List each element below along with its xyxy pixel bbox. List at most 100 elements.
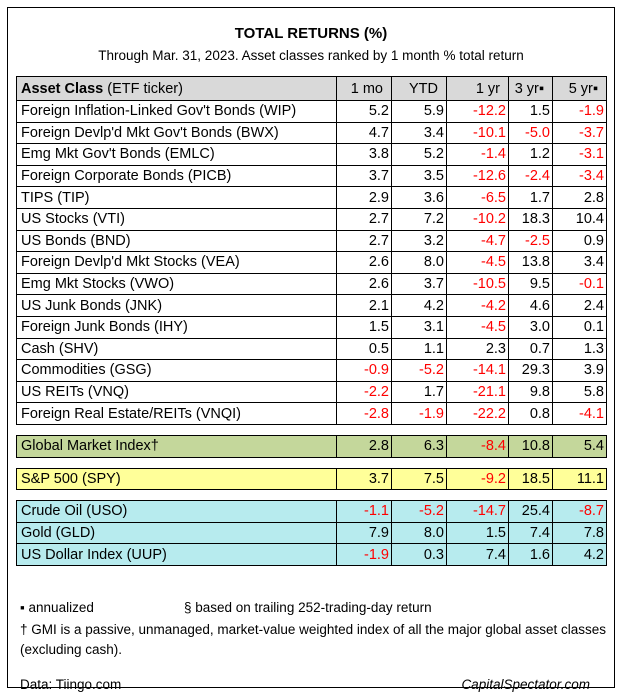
value-cell-ytd: 3.1 xyxy=(391,315,447,339)
value-cell-ytd: 5.2 xyxy=(391,143,447,166)
value-cell-1yr: -1.4 xyxy=(446,143,509,166)
value-cell-ytd: 7.5 xyxy=(391,467,447,491)
value-cell-1yr: -12.2 xyxy=(446,100,509,123)
value-cell-1mo: 0.5 xyxy=(336,337,392,361)
value-cell-ytd: 8.0 xyxy=(391,251,447,274)
header-3yr: 3 yr▪ xyxy=(508,76,553,101)
value-cell-1yr: -8.4 xyxy=(446,434,509,458)
value-cell-3yr: 1.7 xyxy=(508,186,553,209)
value-cell-1yr: 2.3 xyxy=(446,337,509,361)
table-row: TIPS (TIP) 2.9 3.6 -6.5 1.7 2.8 xyxy=(16,186,607,209)
table-row: Cash (SHV) 0.5 1.1 2.3 0.7 1.3 xyxy=(16,337,607,361)
group-separator-cell xyxy=(16,456,607,469)
asset-name-cell: Cash (SHV) xyxy=(16,337,337,361)
value-cell-1yr: -14.1 xyxy=(446,359,509,382)
value-cell-1mo: 2.8 xyxy=(336,434,392,458)
value-cell-1mo: 2.7 xyxy=(336,229,392,253)
table-row: Emg Mkt Stocks (VWO) 2.6 3.7 -10.5 9.5 -0.1 xyxy=(16,272,607,296)
value-cell-3yr: 10.8 xyxy=(508,434,553,458)
value-cell-1mo: 2.6 xyxy=(336,251,392,274)
value-cell-5yr: -8.7 xyxy=(552,500,607,523)
value-cell-5yr: -3.1 xyxy=(552,143,607,166)
asset-name-cell: Crude Oil (USO) xyxy=(16,500,337,523)
value-cell-1mo: 4.7 xyxy=(336,121,392,145)
value-cell-ytd: 1.1 xyxy=(391,337,447,361)
value-cell-1yr: -4.2 xyxy=(446,294,509,317)
group-separator-cell xyxy=(16,489,607,502)
asset-name-cell: Foreign Devlp'd Mkt Stocks (VEA) xyxy=(16,251,337,274)
asset-name-cell: Foreign Junk Bonds (IHY) xyxy=(16,315,337,339)
value-cell-5yr: -0.1 xyxy=(552,272,607,296)
value-cell-5yr: 3.9 xyxy=(552,359,607,382)
value-cell-3yr: -5.0 xyxy=(508,121,553,145)
group-separator xyxy=(16,456,607,469)
table-row: Foreign Junk Bonds (IHY) 1.5 3.1 -4.5 3.0 0.1 xyxy=(16,315,607,339)
value-cell-5yr: 4.2 xyxy=(552,543,607,566)
asset-name-cell: Foreign Devlp'd Mkt Gov't Bonds (BWX) xyxy=(16,121,337,145)
asset-name-cell: Foreign Corporate Bonds (PICB) xyxy=(16,164,337,188)
value-cell-3yr: 18.5 xyxy=(508,467,553,491)
asset-name-cell: TIPS (TIP) xyxy=(16,186,337,209)
value-cell-3yr: 18.3 xyxy=(508,207,553,231)
header-1mo: 1 mo xyxy=(336,76,392,101)
table-row: US Junk Bonds (JNK) 2.1 4.2 -4.2 4.6 2.4 xyxy=(16,294,607,317)
value-cell-1yr: -4.5 xyxy=(446,315,509,339)
returns-table: Asset Class (ETF ticker) 1 mo YTD 1 yr 3… xyxy=(16,76,607,566)
header-asset-class-rest: (ETF ticker) xyxy=(107,80,183,97)
table-row: Global Market Index† 2.8 6.3 -8.4 10.8 5.4 xyxy=(16,434,607,458)
value-cell-ytd: 6.3 xyxy=(391,434,447,458)
value-cell-1yr: -10.5 xyxy=(446,272,509,296)
asset-name-cell: US Stocks (VTI) xyxy=(16,207,337,231)
value-cell-ytd: 0.3 xyxy=(391,543,447,566)
value-cell-5yr: 1.3 xyxy=(552,337,607,361)
value-cell-1mo: -2.8 xyxy=(336,402,392,425)
table-row: US Dollar Index (UUP) -1.9 0.3 7.4 1.6 4.2 xyxy=(16,543,607,566)
asset-name-cell: Emg Mkt Gov't Bonds (EMLC) xyxy=(16,143,337,166)
note-gmi: † GMI is a passive, unmanaged, market-va… xyxy=(20,622,607,657)
header-5yr: 5 yr▪ xyxy=(552,76,607,101)
value-cell-1mo: -0.9 xyxy=(336,359,392,382)
value-cell-ytd: 3.6 xyxy=(391,186,447,209)
value-cell-5yr: -1.9 xyxy=(552,100,607,123)
value-cell-5yr: -4.1 xyxy=(552,402,607,425)
value-cell-ytd: 8.0 xyxy=(391,521,447,545)
table-frame: TOTAL RETURNS (%) Through Mar. 31, 2023.… xyxy=(7,7,615,692)
table-row: US Bonds (BND) 2.7 3.2 -4.7 -2.5 0.9 xyxy=(16,229,607,253)
value-cell-ytd: -5.2 xyxy=(391,359,447,382)
chart-subtitle: Through Mar. 31, 2023. Asset classes ran… xyxy=(98,48,524,63)
value-cell-3yr: 25.4 xyxy=(508,500,553,523)
value-cell-1yr: 7.4 xyxy=(446,543,509,566)
value-cell-1yr: 1.5 xyxy=(446,521,509,545)
value-cell-5yr: 11.1 xyxy=(552,467,607,491)
value-cell-ytd: 3.7 xyxy=(391,272,447,296)
brand-label: CapitalSpectator.com xyxy=(461,677,590,692)
value-cell-1mo: 2.6 xyxy=(336,272,392,296)
table-row: Crude Oil (USO) -1.1 -5.2 -14.7 25.4 -8.7 xyxy=(16,500,607,523)
asset-name-cell: US REITs (VNQ) xyxy=(16,380,337,404)
table-row: Foreign Real Estate/REITs (VNQI) -2.8 -1.9… xyxy=(16,402,607,425)
asset-name-cell: US Bonds (BND) xyxy=(16,229,337,253)
table-row: Foreign Inflation-Linked Gov't Bonds (WI… xyxy=(16,100,607,123)
value-cell-ytd: 1.7 xyxy=(391,380,447,404)
header-1yr: 1 yr xyxy=(446,76,509,101)
table-row: Foreign Devlp'd Mkt Gov't Bonds (BWX) 4.7… xyxy=(16,121,607,145)
value-cell-1mo: 1.5 xyxy=(336,315,392,339)
value-cell-3yr: 9.5 xyxy=(508,272,553,296)
value-cell-1mo: 3.7 xyxy=(336,164,392,188)
table-row: US Stocks (VTI) 2.7 7.2 -10.2 18.3 10.4 xyxy=(16,207,607,231)
table-row: Emg Mkt Gov't Bonds (EMLC) 3.8 5.2 -1.4 1.2-… xyxy=(16,143,607,166)
table-row: US REITs (VNQ) -2.2 1.7 -21.1 9.8 5.8 xyxy=(16,380,607,404)
value-cell-ytd: -5.2 xyxy=(391,500,447,523)
asset-name-cell: S&P 500 (SPY) xyxy=(16,467,337,491)
value-cell-1yr: -6.5 xyxy=(446,186,509,209)
asset-name-cell: Gold (GLD) xyxy=(16,521,337,545)
value-cell-3yr: 4.6 xyxy=(508,294,553,317)
value-cell-3yr: -2.5 xyxy=(508,229,553,253)
value-cell-1mo: 5.2 xyxy=(336,100,392,123)
value-cell-1yr: -22.2 xyxy=(446,402,509,425)
value-cell-3yr: 7.4 xyxy=(508,521,553,545)
value-cell-1mo: 3.7 xyxy=(336,467,392,491)
value-cell-3yr: 1.2 xyxy=(508,143,553,166)
value-cell-5yr: 2.4 xyxy=(552,294,607,317)
value-cell-5yr: 2.8 xyxy=(552,186,607,209)
